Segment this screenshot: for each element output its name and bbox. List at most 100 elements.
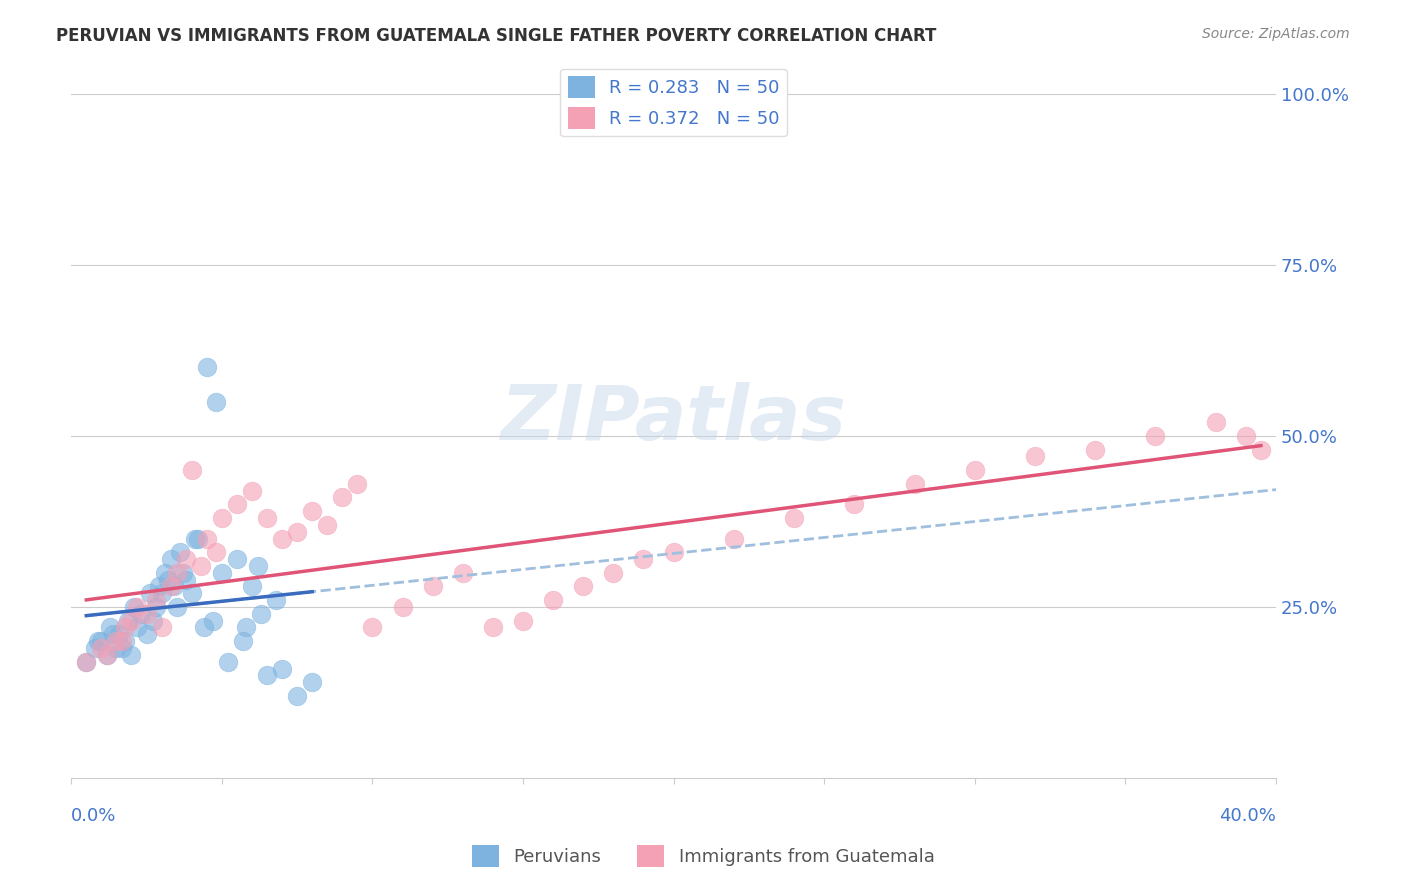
Point	[211, 511, 233, 525]
Point	[129, 607, 152, 621]
Point	[250, 607, 273, 621]
Point	[572, 579, 595, 593]
Legend: Peruvians, Immigrants from Guatemala: Peruvians, Immigrants from Guatemala	[464, 838, 942, 874]
Point	[90, 634, 112, 648]
Point	[844, 497, 866, 511]
Point	[903, 476, 925, 491]
Point	[271, 661, 294, 675]
Point	[211, 566, 233, 580]
Point	[138, 586, 160, 600]
Point	[121, 614, 143, 628]
Point	[346, 476, 368, 491]
Point	[145, 599, 167, 614]
Point	[159, 579, 181, 593]
Point	[256, 511, 278, 525]
Point	[783, 511, 806, 525]
Point	[96, 648, 118, 662]
Point	[135, 627, 157, 641]
Point	[271, 532, 294, 546]
Point	[159, 552, 181, 566]
Text: ZIPatlas: ZIPatlas	[501, 382, 846, 456]
Point	[246, 558, 269, 573]
Point	[150, 586, 173, 600]
Point	[148, 579, 170, 593]
Point	[204, 394, 226, 409]
Point	[117, 614, 139, 628]
Text: 0.0%: 0.0%	[72, 806, 117, 825]
Point	[361, 620, 384, 634]
Point	[190, 558, 212, 573]
Point	[166, 599, 188, 614]
Point	[163, 579, 186, 593]
Point	[633, 552, 655, 566]
Point	[193, 620, 215, 634]
Point	[451, 566, 474, 580]
Point	[422, 579, 444, 593]
Point	[114, 620, 136, 634]
Point	[240, 579, 263, 593]
Point	[482, 620, 505, 634]
Point	[285, 524, 308, 539]
Point	[264, 593, 287, 607]
Point	[1250, 442, 1272, 457]
Point	[150, 620, 173, 634]
Point	[96, 648, 118, 662]
Point	[103, 627, 125, 641]
Point	[180, 586, 202, 600]
Point	[166, 566, 188, 580]
Point	[602, 566, 624, 580]
Point	[87, 634, 110, 648]
Point	[541, 593, 564, 607]
Point	[1084, 442, 1107, 457]
Point	[75, 655, 97, 669]
Point	[187, 532, 209, 546]
Point	[183, 532, 205, 546]
Point	[330, 491, 353, 505]
Point	[169, 545, 191, 559]
Point	[174, 573, 197, 587]
Point	[1234, 429, 1257, 443]
Point	[127, 620, 149, 634]
Point	[1205, 415, 1227, 429]
Point	[145, 593, 167, 607]
Point	[316, 517, 339, 532]
Point	[111, 634, 134, 648]
Point	[195, 360, 218, 375]
Point	[285, 689, 308, 703]
Point	[201, 614, 224, 628]
Point	[121, 648, 143, 662]
Legend: R = 0.283   N = 50, R = 0.372   N = 50: R = 0.283 N = 50, R = 0.372 N = 50	[561, 69, 787, 136]
Point	[100, 620, 122, 634]
Point	[156, 573, 179, 587]
Point	[90, 640, 112, 655]
Point	[217, 655, 239, 669]
Point	[142, 614, 165, 628]
Point	[111, 640, 134, 655]
Point	[225, 497, 247, 511]
Point	[1144, 429, 1167, 443]
Point	[225, 552, 247, 566]
Point	[301, 675, 323, 690]
Point	[127, 599, 149, 614]
Text: 40.0%: 40.0%	[1219, 806, 1277, 825]
Point	[75, 655, 97, 669]
Point	[256, 668, 278, 682]
Point	[108, 627, 131, 641]
Point	[124, 599, 146, 614]
Point	[963, 463, 986, 477]
Point	[114, 634, 136, 648]
Point	[204, 545, 226, 559]
Point	[662, 545, 685, 559]
Point	[391, 599, 413, 614]
Point	[172, 566, 194, 580]
Point	[84, 640, 107, 655]
Point	[174, 552, 197, 566]
Point	[235, 620, 257, 634]
Text: Source: ZipAtlas.com: Source: ZipAtlas.com	[1202, 27, 1350, 41]
Point	[180, 463, 202, 477]
Point	[512, 614, 534, 628]
Point	[105, 634, 128, 648]
Point	[153, 566, 176, 580]
Point	[232, 634, 254, 648]
Point	[135, 607, 157, 621]
